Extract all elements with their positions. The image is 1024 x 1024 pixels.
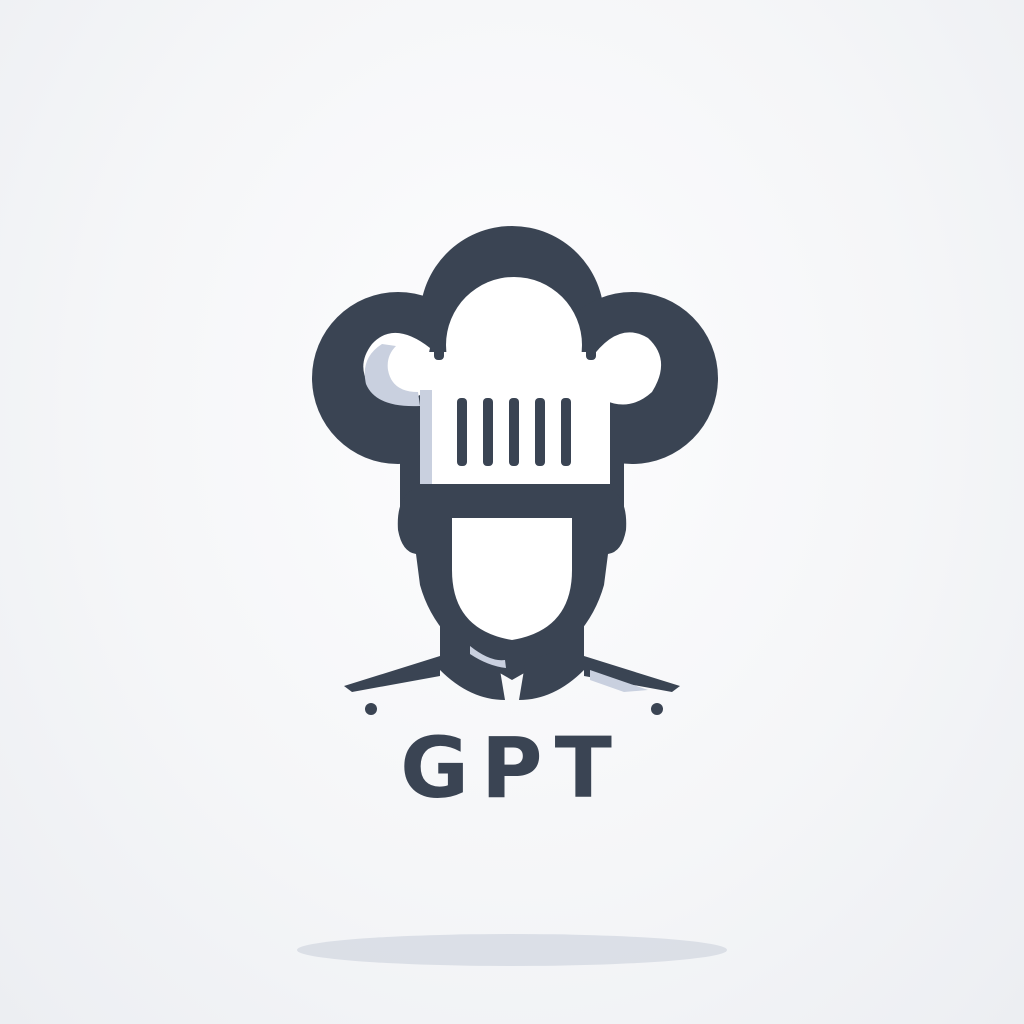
drop-shadow xyxy=(297,934,727,966)
brand-wordmark: GPT xyxy=(400,719,624,817)
chef-face-icon xyxy=(397,490,627,680)
chef-hat-head-icon xyxy=(312,226,718,715)
chef-collar-icon xyxy=(344,625,680,715)
chef-hat-icon xyxy=(312,226,718,520)
